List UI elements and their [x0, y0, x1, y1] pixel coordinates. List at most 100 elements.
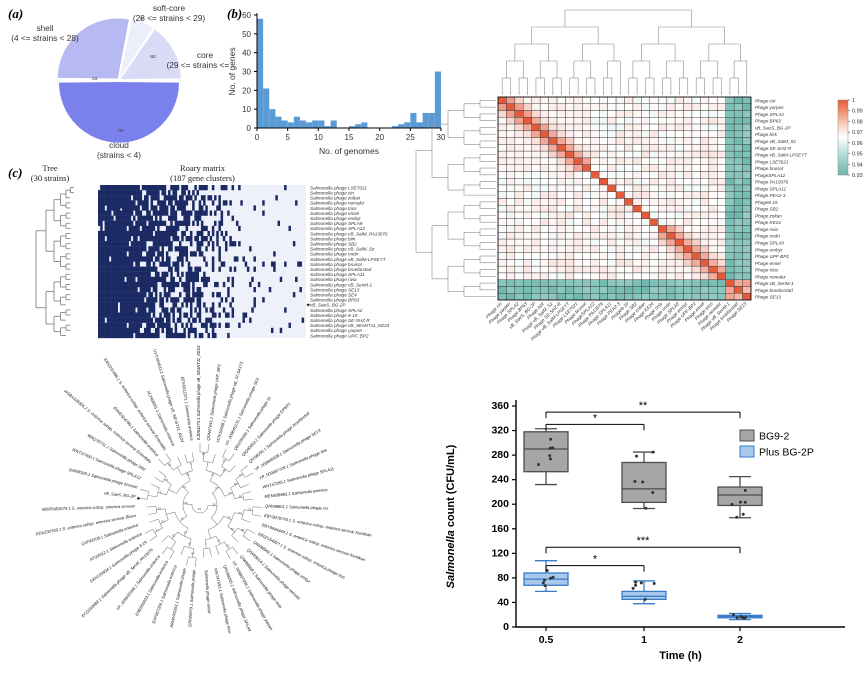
svg-text:QIW98801.1 Salmonella phage ci: QIW98801.1 Salmonella phage ciri — [265, 503, 328, 510]
svg-text:81: 81 — [172, 534, 176, 538]
svg-text:1: 1 — [641, 634, 647, 646]
svg-text:30: 30 — [242, 68, 251, 77]
svg-text:BG9-2: BG9-2 — [759, 431, 790, 443]
svg-text:vB_SaeS_BG-2P: vB_SaeS_BG-2P — [755, 125, 791, 130]
svg-text:MEN938883.1 Salmonella enteric: MEN938883.1 Salmonella enterica — [264, 487, 328, 499]
svg-text:50: 50 — [242, 30, 251, 39]
svg-text:20: 20 — [375, 133, 384, 142]
svg-text:20: 20 — [242, 86, 251, 95]
svg-text:**: ** — [639, 400, 648, 412]
svg-text:*: * — [593, 554, 598, 566]
svg-text:Phage SE13: Phage SE13 — [755, 295, 781, 300]
svg-text:Time (h): Time (h) — [659, 650, 702, 662]
svg-text:40: 40 — [242, 49, 251, 58]
svg-text:(4 <= strains < 28): (4 <= strains < 28) — [11, 33, 79, 43]
svg-text:Phage PA13076: Phage PA13076 — [755, 180, 789, 185]
svg-text:0.97: 0.97 — [852, 130, 863, 136]
svg-text:0.98: 0.98 — [852, 119, 863, 125]
svg-text:Phage zoltan: Phage zoltan — [755, 213, 782, 218]
svg-text:320: 320 — [491, 425, 509, 437]
svg-text:40: 40 — [497, 596, 509, 608]
svg-text:Phage rivia: Phage rivia — [755, 227, 778, 232]
svg-text:Phage SPLA2: Phage SPLA2 — [755, 112, 784, 117]
svg-text:0: 0 — [247, 124, 252, 133]
svg-text:EBY9079743.1 S. enterica subsp: EBY9079743.1 S. enterica subsp. enterica… — [264, 513, 373, 538]
svg-text:★: ★ — [306, 303, 311, 309]
svg-text:0.96: 0.96 — [852, 141, 863, 147]
svg-text:Phage PEA2-3: Phage PEA2-3 — [755, 193, 786, 198]
svg-text:360: 360 — [491, 400, 509, 412]
svg-text:15: 15 — [345, 133, 354, 142]
svg-text:Phage vB_SalM-LPSEYT: Phage vB_SalM-LPSEYT — [755, 153, 808, 158]
svg-text:160: 160 — [491, 523, 509, 535]
svg-text:QR000979.1 Salmonella phage: QR000979.1 Salmonella phage — [187, 569, 196, 627]
svg-text:5: 5 — [285, 133, 290, 142]
svg-text:***: *** — [637, 535, 651, 547]
svg-text:Phage embyr: Phage embyr — [755, 247, 783, 252]
svg-text:Phage KE24: Phage KE24 — [755, 220, 781, 225]
svg-text:PhageSPLA12: PhageSPLA12 — [755, 173, 786, 178]
svg-text:core: core — [197, 50, 214, 60]
svg-text:Plus BG-2P: Plus BG-2P — [759, 447, 814, 459]
svg-text:Phage SPLA9: Phage SPLA9 — [755, 240, 784, 245]
svg-text:Phage nndri: Phage nndri — [755, 234, 781, 239]
svg-text:Phage vB_SenM-1: Phage vB_SenM-1 — [755, 281, 794, 286]
svg-text:Phage LSE7621: Phage LSE7621 — [755, 159, 789, 164]
svg-text:240: 240 — [491, 474, 509, 486]
svg-text:0.99: 0.99 — [852, 109, 863, 115]
svg-text:10: 10 — [314, 133, 323, 142]
svg-text:Phage ciri: Phage ciri — [755, 98, 776, 103]
svg-text:Phage SPLA11: Phage SPLA11 — [755, 186, 787, 191]
svg-text:(28 <= strains < 29): (28 <= strains < 29) — [133, 13, 205, 23]
svg-text:MDR5453679.1 S. enterica subsp: MDR5453679.1 S. enterica subsp. enterica… — [42, 503, 136, 511]
svg-text:80: 80 — [497, 572, 509, 584]
svg-text:81: 81 — [198, 507, 202, 511]
svg-text:ss: ss — [92, 76, 98, 82]
svg-text:No. of genes: No. of genes — [227, 47, 237, 95]
svg-text:Salmonella count (CFU/mL): Salmonella count (CFU/mL) — [445, 444, 457, 588]
svg-text:ns: ns — [118, 128, 124, 134]
svg-text:Phage emiel: Phage emiel — [755, 261, 782, 266]
svg-text:0.94: 0.94 — [852, 162, 863, 168]
svg-text:Phage vB_SalM_Sz: Phage vB_SalM_Sz — [755, 139, 797, 144]
svg-text:Phage nemakz: Phage nemakz — [755, 274, 786, 279]
svg-text:vB_SaeS_BG-2P: vB_SaeS_BG-2P — [104, 490, 136, 498]
svg-text:30: 30 — [212, 503, 216, 507]
svg-text:95: 95 — [184, 501, 188, 505]
svg-text:1: 1 — [852, 98, 855, 104]
svg-text:KJD64273.1 Salmonella phage vB: KJD64273.1 Salmonella phage vB_SEaNT11_K… — [196, 345, 201, 440]
svg-text:0: 0 — [255, 133, 260, 142]
svg-text:*: * — [593, 412, 598, 424]
svg-text:★: ★ — [136, 496, 141, 502]
svg-text:10: 10 — [242, 105, 251, 114]
svg-text:25: 25 — [406, 133, 415, 142]
svg-text:Phage8-19: Phage8-19 — [755, 200, 778, 205]
svg-text:Phage yarpen: Phage yarpen — [755, 105, 784, 110]
svg-text:200: 200 — [491, 498, 509, 510]
svg-text:0.93: 0.93 — [852, 173, 863, 179]
svg-text:(29 <= strains <= 30): (29 <= strains <= 30) — [166, 60, 230, 70]
svg-text:soft-core: soft-core — [153, 3, 186, 13]
svg-text:Phage trios: Phage trios — [755, 268, 779, 273]
svg-text:Phage BP63: Phage BP63 — [755, 119, 781, 124]
svg-text:Phage bruisot: Phage bruisot — [755, 166, 784, 171]
svg-text:280: 280 — [491, 449, 509, 461]
svg-text:Phage birk: Phage birk — [755, 132, 778, 137]
svg-text:0: 0 — [503, 621, 509, 633]
svg-text:cloud: cloud — [109, 140, 129, 150]
svg-text:Salmonella phage emiel: Salmonella phage emiel — [204, 570, 212, 614]
svg-text:(strains < 4): (strains < 4) — [97, 150, 141, 160]
svg-text:shell: shell — [36, 23, 53, 33]
svg-text:60: 60 — [242, 11, 251, 20]
svg-text:Phage broefarstad: Phage broefarstad — [755, 288, 793, 293]
svg-text:0.5: 0.5 — [539, 634, 554, 646]
svg-text:as: as — [150, 54, 156, 60]
svg-text:0.95: 0.95 — [852, 152, 863, 158]
svg-text:120: 120 — [491, 547, 509, 559]
svg-text:2: 2 — [737, 634, 743, 646]
svg-text:Phage SB2: Phage SB2 — [755, 207, 779, 212]
svg-text:No. of genomes: No. of genomes — [319, 146, 379, 156]
svg-text:Phage SE-SHZ-R: Phage SE-SHZ-R — [755, 146, 792, 151]
svg-text:Salmonella phage UPF_BP2: Salmonella phage UPF_BP2 — [310, 333, 369, 338]
svg-text:Phage UPF-BP2: Phage UPF-BP2 — [755, 254, 789, 259]
